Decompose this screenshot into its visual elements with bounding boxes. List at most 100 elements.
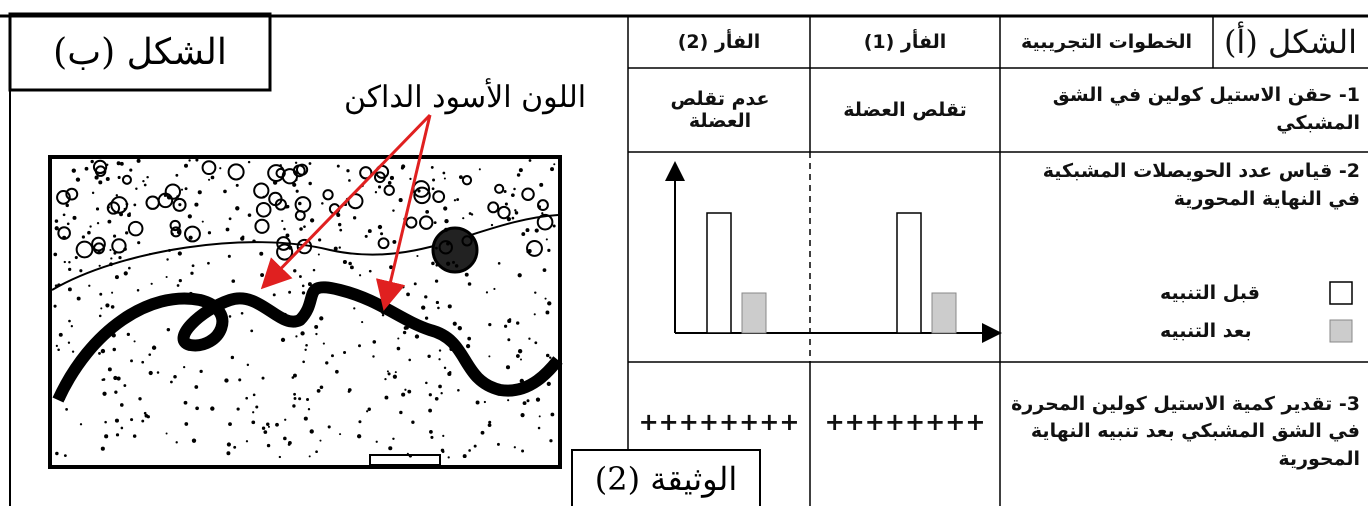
texture [406,452,409,455]
texture [176,230,182,235]
texture [537,199,549,212]
texture [544,297,547,300]
texture [444,218,449,224]
texture [267,425,270,428]
texture [394,371,397,374]
texture [105,177,110,181]
texture [62,235,67,240]
texture [381,313,385,317]
texture [226,451,231,456]
texture [552,224,556,228]
texture [507,338,511,342]
texture [110,305,115,309]
texture [401,392,406,397]
texture [102,391,107,396]
texture [116,376,121,381]
texture [107,219,112,224]
texture [434,279,439,283]
texture [302,360,305,364]
texture [118,256,122,260]
legend-entry: قبل التنبيه [1160,282,1260,304]
annotation-arrow [375,114,432,311]
texture [490,223,494,227]
texture [305,343,308,347]
texture [309,218,315,223]
texture [272,293,276,297]
texture [521,232,526,236]
texture [438,240,453,255]
texture [63,454,67,458]
texture [483,400,486,404]
texture [339,433,342,436]
texture [247,160,251,164]
texture [58,332,63,337]
texture [65,407,68,411]
texture [442,171,446,175]
texture [301,284,305,288]
texture [173,374,177,379]
texture [224,378,229,383]
texture [487,201,500,214]
texture [374,191,378,194]
texture [413,186,431,205]
texture [180,188,184,191]
texture [534,341,538,345]
texture [119,403,124,407]
texture [119,161,124,166]
texture [253,182,270,199]
texture [366,410,369,413]
texture [401,285,405,289]
texture [98,180,103,185]
annotation-arrow [260,113,432,290]
texture [184,225,201,243]
texture [453,199,457,202]
texture [195,158,199,162]
texture [251,420,256,425]
texture [519,358,522,361]
texture [62,213,66,217]
texture [227,254,231,258]
texture [384,395,389,400]
texture [456,198,460,201]
texture [176,284,180,287]
texture [137,241,141,245]
texture [321,202,324,205]
texture [148,353,152,356]
texture [333,246,338,251]
texture [255,201,272,218]
texture [261,376,265,380]
texture [316,389,321,393]
texture [143,411,147,415]
texture [247,213,252,217]
texture [54,219,59,223]
legend-entry: بعد التنبيه [1160,320,1252,342]
texture [169,219,181,232]
texture [408,358,412,362]
texture [68,260,71,264]
texture [468,449,471,452]
texture [405,216,418,229]
texture [132,434,137,438]
texture [546,381,551,386]
texture [319,439,322,442]
texture [438,358,441,361]
texture [183,331,187,334]
texture [507,318,512,324]
texture [104,434,109,439]
texture [364,234,368,238]
texture [172,197,187,212]
texture [225,227,230,232]
texture [262,195,266,199]
texture [65,187,79,201]
texture [288,290,292,294]
texture [511,216,515,220]
texture [164,183,182,200]
texture [392,374,397,379]
texture [425,381,428,385]
step-cell: 1- حقن الاستيل كولين في الشق المشبكي [1052,84,1360,134]
texture [330,354,334,358]
texture [300,331,305,336]
texture [114,390,118,394]
texture [273,314,277,318]
figure-b-title: الشكل (ب) [53,31,227,73]
